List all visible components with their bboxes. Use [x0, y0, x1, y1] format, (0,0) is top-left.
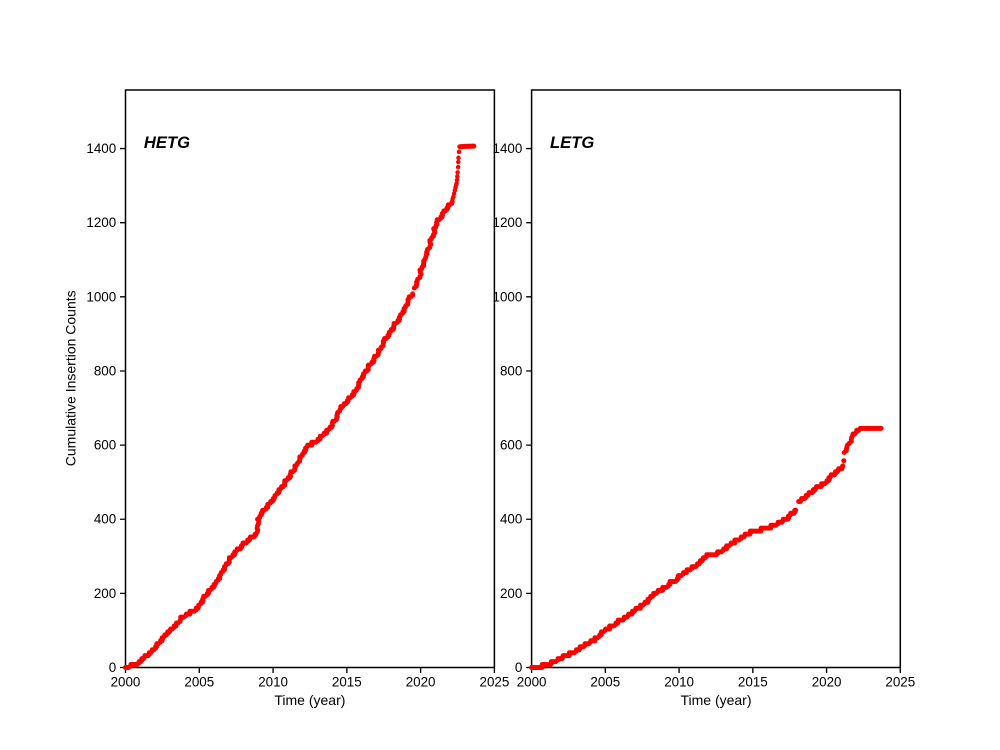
svg-text:800: 800	[94, 364, 116, 379]
svg-text:2005: 2005	[590, 675, 620, 690]
svg-text:200: 200	[500, 586, 522, 601]
svg-text:800: 800	[500, 364, 522, 379]
svg-text:2020: 2020	[406, 675, 436, 690]
svg-text:1200: 1200	[86, 215, 116, 230]
svg-text:2010: 2010	[258, 675, 288, 690]
svg-text:200: 200	[94, 586, 116, 601]
svg-text:2025: 2025	[480, 675, 510, 690]
svg-text:600: 600	[500, 438, 522, 453]
svg-text:2000: 2000	[111, 675, 141, 690]
svg-text:Cumulative Insertion Counts: Cumulative Insertion Counts	[62, 290, 78, 466]
svg-text:0: 0	[109, 660, 116, 675]
svg-text:1000: 1000	[493, 289, 523, 304]
svg-text:1200: 1200	[493, 215, 523, 230]
svg-text:HETG: HETG	[144, 133, 190, 152]
svg-text:0: 0	[515, 660, 522, 675]
svg-text:2020: 2020	[812, 675, 842, 690]
svg-text:1400: 1400	[86, 141, 116, 156]
svg-text:LETG: LETG	[550, 133, 594, 152]
svg-text:2000: 2000	[517, 675, 547, 690]
svg-text:Time (year): Time (year)	[680, 692, 751, 708]
svg-text:2010: 2010	[664, 675, 694, 690]
svg-text:Time (year): Time (year)	[274, 692, 345, 708]
svg-text:400: 400	[500, 512, 522, 527]
svg-text:2015: 2015	[332, 675, 362, 690]
svg-text:2025: 2025	[885, 675, 915, 690]
svg-text:2015: 2015	[738, 675, 768, 690]
svg-text:1400: 1400	[493, 141, 523, 156]
svg-text:400: 400	[94, 512, 116, 527]
svg-text:2005: 2005	[184, 675, 214, 690]
svg-text:600: 600	[94, 438, 116, 453]
svg-text:1000: 1000	[86, 289, 116, 304]
